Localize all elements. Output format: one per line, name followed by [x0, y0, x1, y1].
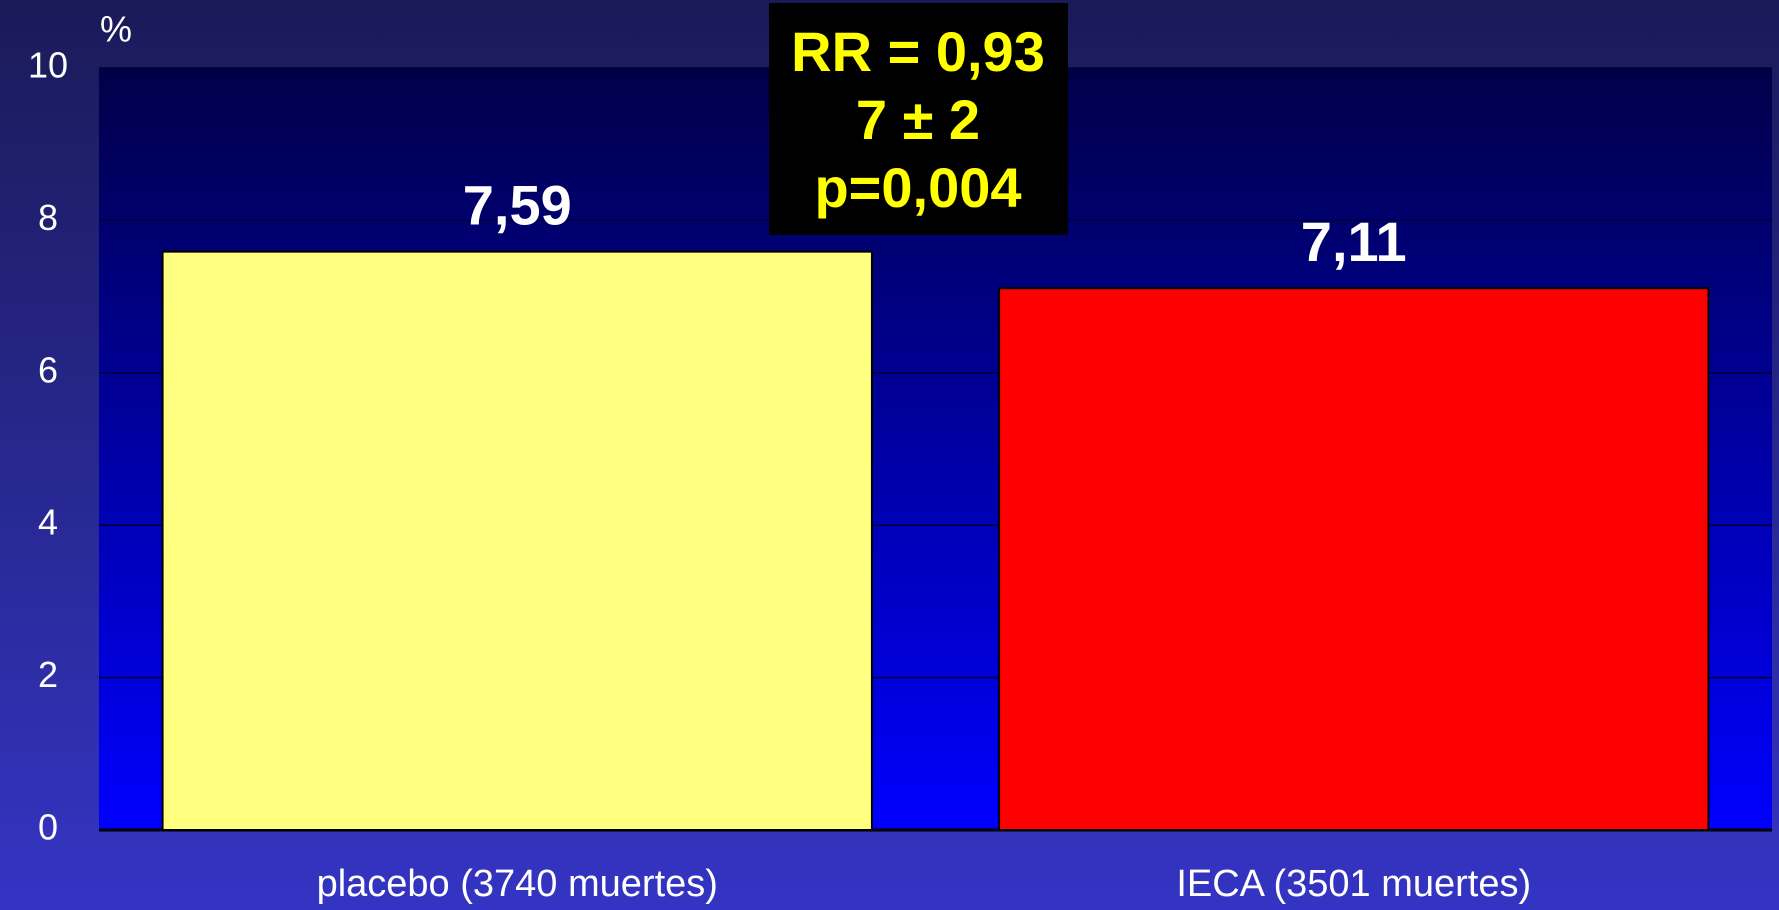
bar [998, 287, 1710, 831]
data-label: 7,11 [1301, 210, 1407, 273]
data-label: 7,59 [463, 173, 572, 236]
y-tick-label: 2 [38, 654, 58, 695]
annotation-text: 7 ± 2 [856, 88, 980, 151]
y-tick-label: 4 [38, 502, 58, 543]
annotation-text: RR = 0,93 [791, 20, 1045, 83]
annotation-box [769, 3, 1068, 235]
x-tick-label: placebo (3740 muertes) [317, 863, 718, 905]
y-tick-label: 8 [38, 197, 58, 238]
y-axis-label: % [100, 9, 132, 50]
x-tick-label: IECA (3501 muertes) [1176, 863, 1531, 905]
y-tick-label: 0 [38, 807, 58, 848]
y-tick-label: 10 [28, 45, 68, 86]
y-tick-label: 6 [38, 349, 58, 390]
bar [161, 250, 873, 831]
annotation-text: p=0,004 [814, 156, 1021, 219]
